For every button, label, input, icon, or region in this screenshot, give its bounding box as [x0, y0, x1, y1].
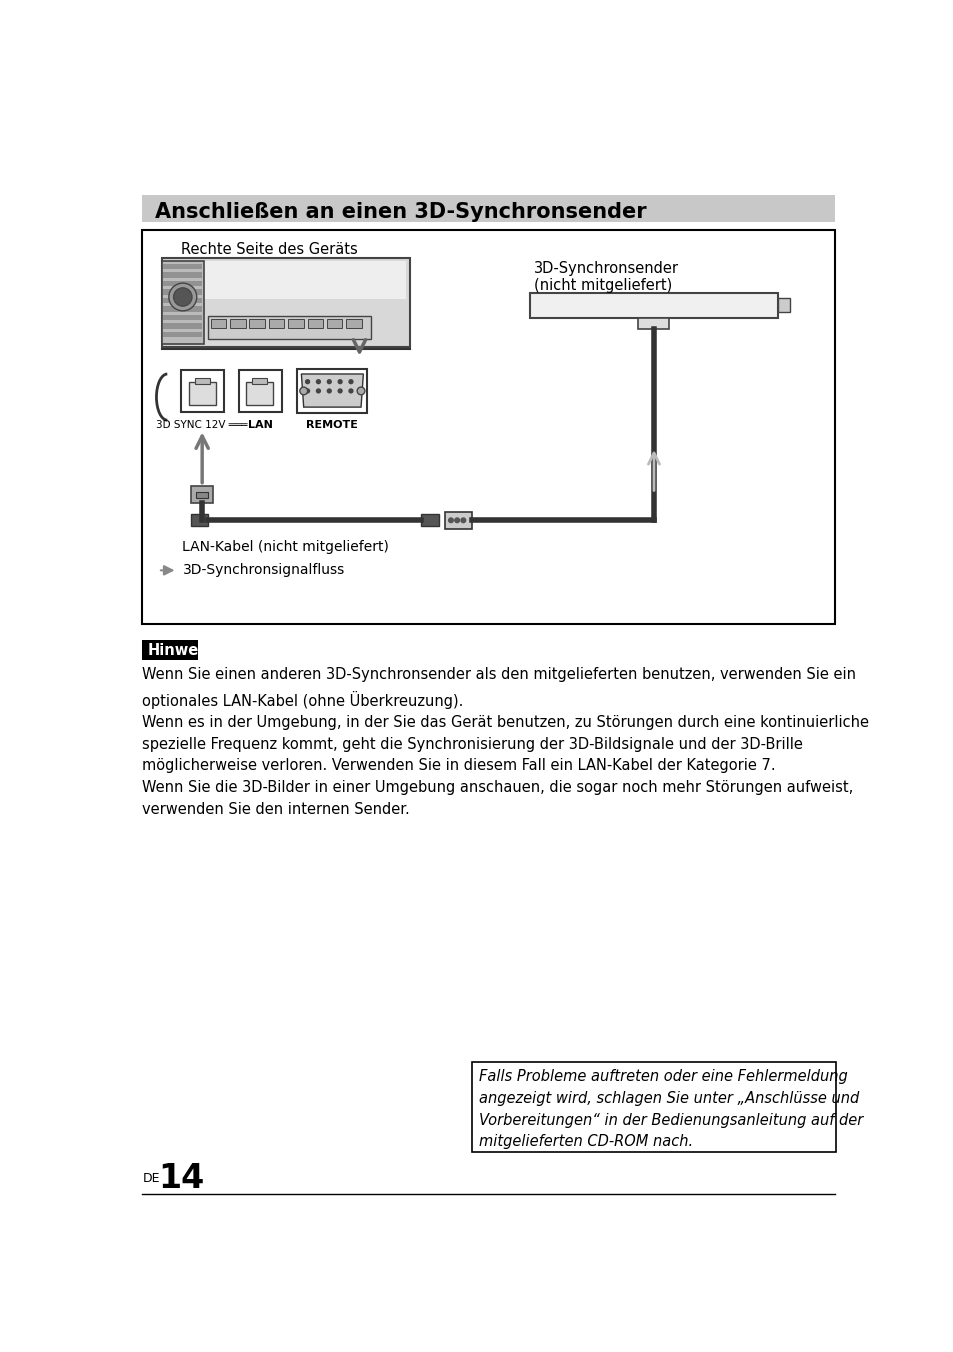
Circle shape	[316, 389, 320, 393]
Point	[648, 322, 659, 338]
Text: Rechte Seite des Geräts: Rechte Seite des Geräts	[181, 242, 357, 257]
Bar	[288, 319, 303, 327]
Text: REMOTE: REMOTE	[306, 420, 358, 430]
Text: Anschließen an einen 3D-Synchronsender: Anschließen an einen 3D-Synchronsender	[154, 203, 646, 222]
Point	[404, 341, 416, 357]
Bar	[191, 514, 208, 526]
Bar	[444, 512, 472, 529]
Circle shape	[299, 387, 307, 395]
Bar	[163, 331, 202, 337]
Text: Falls Probleme auftreten oder eine Fehlermeldung
angezeigt wird, schlagen Sie un: Falls Probleme auftreten oder eine Fehle…	[478, 1069, 862, 1149]
Text: 3D-Synchronsignalfluss: 3D-Synchronsignalfluss	[183, 564, 345, 577]
Bar	[195, 377, 210, 384]
Bar	[230, 319, 245, 327]
Point	[648, 512, 659, 529]
Bar	[163, 307, 202, 311]
Circle shape	[349, 380, 353, 384]
Circle shape	[305, 380, 309, 384]
Text: LAN-Kabel (nicht mitgeliefert): LAN-Kabel (nicht mitgeliefert)	[182, 539, 389, 553]
Bar	[530, 293, 778, 318]
Bar	[142, 230, 835, 625]
Bar	[472, 1061, 835, 1152]
Point	[196, 512, 208, 529]
FancyArrowPatch shape	[161, 566, 172, 575]
Circle shape	[460, 518, 465, 523]
Bar	[778, 297, 789, 311]
Point	[648, 512, 659, 529]
Bar	[163, 264, 202, 269]
Circle shape	[305, 389, 309, 393]
Bar	[421, 514, 438, 526]
Bar	[162, 261, 204, 343]
Circle shape	[448, 518, 453, 523]
Circle shape	[349, 389, 353, 393]
Bar	[307, 319, 323, 327]
Text: 3D-Synchronsender
(nicht mitgeliefert): 3D-Synchronsender (nicht mitgeliefert)	[534, 261, 679, 293]
Bar	[252, 377, 266, 384]
Bar	[163, 289, 202, 295]
Bar	[142, 639, 198, 660]
Circle shape	[169, 283, 196, 311]
Circle shape	[455, 518, 459, 523]
Point	[466, 512, 477, 529]
Point	[196, 495, 208, 511]
Point	[416, 512, 427, 529]
Bar	[297, 369, 367, 414]
Bar	[249, 319, 265, 327]
Bar	[327, 319, 342, 327]
Circle shape	[327, 389, 331, 393]
Circle shape	[356, 387, 365, 395]
Text: 14: 14	[158, 1163, 204, 1195]
Bar	[163, 272, 202, 277]
Bar	[181, 370, 224, 412]
Text: DE: DE	[142, 1172, 160, 1186]
Bar	[269, 319, 284, 327]
Bar	[142, 195, 835, 222]
Bar	[189, 381, 216, 404]
Circle shape	[337, 380, 342, 384]
Bar	[162, 258, 410, 347]
Bar	[163, 315, 202, 320]
Bar	[245, 381, 273, 404]
Bar	[166, 261, 406, 299]
Text: LAN: LAN	[248, 420, 273, 430]
Bar	[638, 318, 669, 330]
Text: 3D SYNC 12V ═══: 3D SYNC 12V ═══	[156, 420, 248, 430]
Bar	[163, 281, 202, 287]
Bar	[208, 316, 371, 339]
Bar	[211, 319, 226, 327]
Point	[156, 341, 168, 357]
Bar	[239, 370, 282, 412]
Text: Wenn Sie einen anderen 3D-Synchronsender als den mitgelieferten benutzen, verwen: Wenn Sie einen anderen 3D-Synchronsender…	[142, 668, 868, 817]
Bar	[163, 323, 202, 329]
Circle shape	[337, 389, 342, 393]
Bar	[192, 485, 213, 503]
Bar	[195, 492, 208, 498]
Circle shape	[327, 380, 331, 384]
Bar	[346, 319, 361, 327]
Point	[202, 512, 213, 529]
Circle shape	[173, 288, 192, 307]
Circle shape	[316, 380, 320, 384]
Bar	[163, 297, 202, 303]
Text: Hinweis: Hinweis	[147, 644, 212, 658]
Polygon shape	[301, 375, 363, 407]
